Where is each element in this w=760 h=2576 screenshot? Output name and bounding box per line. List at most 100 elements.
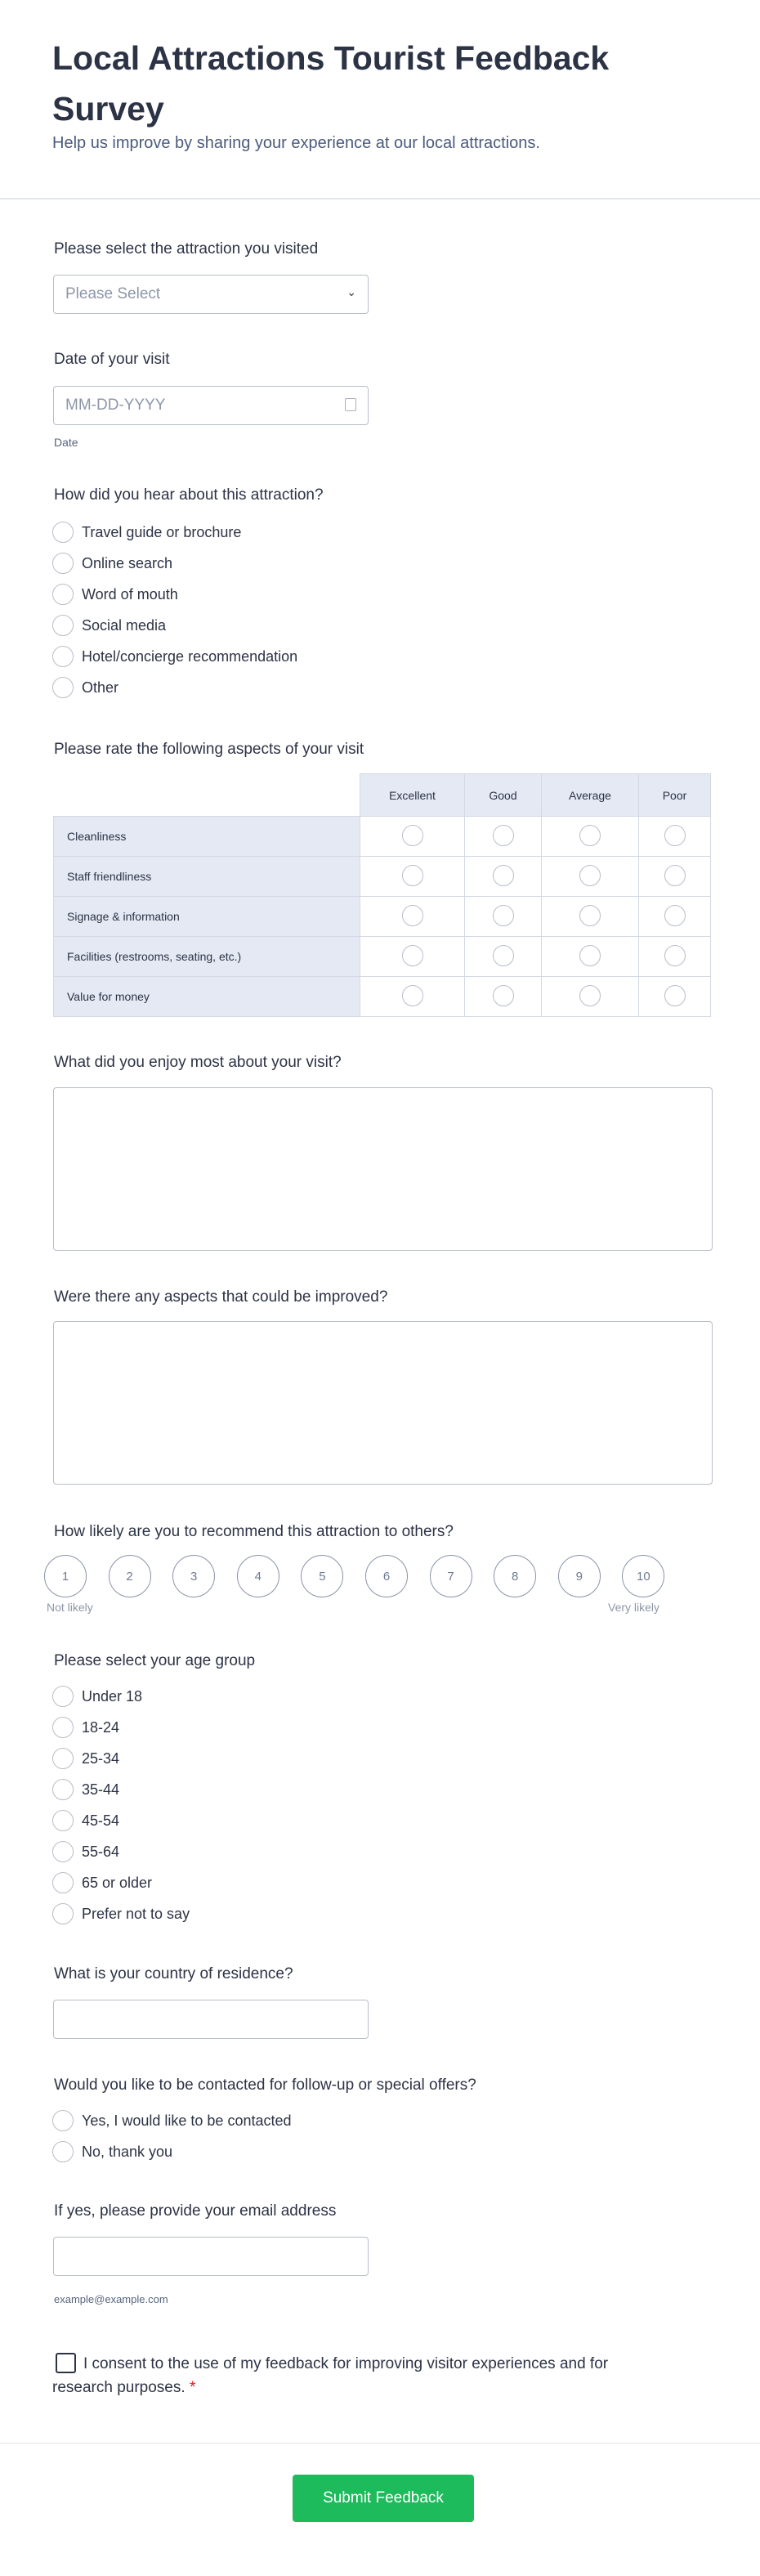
country-input[interactable] — [53, 2000, 369, 2039]
matrix-cell[interactable] — [464, 936, 542, 977]
col-good: Good — [464, 773, 542, 817]
matrix-cell[interactable] — [360, 816, 465, 857]
radio-circle-icon[interactable] — [52, 1686, 74, 1707]
recommend-option-8[interactable]: 8 — [494, 1555, 537, 1597]
matrix-cell[interactable] — [360, 896, 465, 937]
attraction-select[interactable]: Please Select ⌄ — [53, 275, 369, 314]
radio-circle-icon[interactable] — [52, 1717, 74, 1738]
radio-circle-icon[interactable] — [52, 2141, 74, 2162]
radio-circle-icon[interactable] — [664, 984, 686, 1006]
recommend-option-10[interactable]: 10 — [622, 1555, 665, 1597]
radio-circle-icon[interactable] — [52, 615, 74, 636]
age-option[interactable]: 55-64 — [52, 1841, 119, 1862]
matrix-cell[interactable] — [464, 816, 542, 857]
email-input[interactable] — [53, 2237, 369, 2276]
source-label: How did you hear about this attraction? — [54, 486, 324, 504]
recommend-option-3[interactable]: 3 — [172, 1555, 216, 1597]
radio-circle-icon[interactable] — [52, 584, 74, 605]
radio-circle-icon[interactable] — [579, 984, 601, 1006]
radio-circle-icon[interactable] — [52, 646, 74, 667]
submit-button[interactable]: Submit Feedback — [293, 2475, 474, 2522]
radio-circle-icon[interactable] — [52, 1841, 74, 1862]
radio-circle-icon[interactable] — [401, 984, 423, 1006]
date-placeholder: MM-DD-YYYY — [65, 396, 166, 414]
recommend-option-9[interactable]: 9 — [557, 1555, 601, 1597]
radio-circle-icon[interactable] — [492, 824, 514, 846]
option-label: Travel guide or brochure — [82, 523, 242, 540]
matrix-cell[interactable] — [464, 896, 542, 937]
recommend-option-5[interactable]: 5 — [301, 1555, 344, 1597]
radio-circle-icon[interactable] — [579, 944, 601, 966]
source-option[interactable]: Online search — [52, 553, 172, 574]
matrix-cell[interactable] — [541, 936, 639, 977]
contact-option[interactable]: No, thank you — [52, 2141, 172, 2162]
radio-circle-icon[interactable] — [52, 2110, 74, 2131]
matrix-cell[interactable] — [638, 976, 711, 1017]
source-option[interactable]: Hotel/concierge recommendation — [52, 646, 297, 667]
matrix-cell[interactable] — [638, 896, 711, 937]
matrix-cell[interactable] — [638, 856, 711, 897]
radio-circle-icon[interactable] — [492, 904, 514, 926]
radio-circle-icon[interactable] — [492, 984, 514, 1006]
improve-textarea[interactable] — [53, 1321, 713, 1485]
consent-checkbox[interactable] — [56, 2353, 76, 2373]
radio-circle-icon[interactable] — [579, 904, 601, 926]
age-option[interactable]: Prefer not to say — [52, 1903, 190, 1924]
matrix-cell[interactable] — [541, 856, 639, 897]
radio-circle-icon[interactable] — [401, 864, 423, 886]
radio-circle-icon[interactable] — [664, 904, 686, 926]
age-option[interactable]: 65 or older — [52, 1872, 152, 1893]
date-sublabel: Date — [54, 436, 78, 449]
age-option[interactable]: Under 18 — [52, 1686, 142, 1707]
source-option[interactable]: Word of mouth — [52, 584, 178, 605]
matrix-cell[interactable] — [541, 976, 639, 1017]
matrix-cell[interactable] — [360, 976, 465, 1017]
radio-circle-icon[interactable] — [52, 522, 74, 543]
contact-option[interactable]: Yes, I would like to be contacted — [52, 2110, 292, 2131]
radio-circle-icon[interactable] — [52, 1872, 74, 1893]
radio-circle-icon[interactable] — [664, 944, 686, 966]
source-option[interactable]: Social media — [52, 615, 166, 636]
radio-circle-icon[interactable] — [52, 553, 74, 574]
rating-matrix: Excellent Good Average Poor Cleanliness S… — [53, 773, 711, 1017]
age-option[interactable]: 18-24 — [52, 1717, 119, 1738]
recommend-option-2[interactable]: 2 — [108, 1555, 151, 1597]
matrix-cell[interactable] — [638, 816, 711, 857]
radio-circle-icon[interactable] — [52, 1748, 74, 1769]
source-option[interactable]: Travel guide or brochure — [52, 522, 241, 543]
matrix-cell[interactable] — [360, 936, 465, 977]
matrix-cell[interactable] — [541, 816, 639, 857]
radio-circle-icon[interactable] — [664, 824, 686, 846]
enjoy-textarea[interactable] — [53, 1087, 713, 1251]
recommend-option-1[interactable]: 1 — [44, 1555, 87, 1597]
radio-circle-icon[interactable] — [401, 944, 423, 966]
matrix-cell[interactable] — [360, 856, 465, 897]
date-input[interactable]: MM-DD-YYYY — [53, 386, 369, 425]
age-option[interactable]: 45-54 — [52, 1810, 119, 1831]
radio-circle-icon[interactable] — [492, 864, 514, 886]
source-option[interactable]: Other — [52, 677, 118, 698]
radio-circle-icon[interactable] — [52, 1810, 74, 1831]
recommend-option-6[interactable]: 6 — [365, 1555, 408, 1597]
option-label: 35-44 — [82, 1781, 120, 1798]
radio-circle-icon[interactable] — [664, 864, 686, 886]
age-option[interactable]: 35-44 — [52, 1779, 119, 1800]
radio-circle-icon[interactable] — [579, 824, 601, 846]
age-option[interactable]: 25-34 — [52, 1748, 119, 1769]
radio-circle-icon[interactable] — [401, 904, 423, 926]
recommend-option-4[interactable]: 4 — [236, 1555, 279, 1597]
radio-circle-icon[interactable] — [52, 1903, 74, 1924]
required-asterisk: * — [189, 2379, 196, 2396]
matrix-cell[interactable] — [464, 856, 542, 897]
scale-low-label: Not likely — [47, 1601, 93, 1614]
matrix-cell[interactable] — [464, 976, 542, 1017]
calendar-icon[interactable] — [345, 398, 356, 411]
radio-circle-icon[interactable] — [401, 824, 423, 846]
matrix-cell[interactable] — [638, 936, 711, 977]
radio-circle-icon[interactable] — [492, 944, 514, 966]
radio-circle-icon[interactable] — [52, 1779, 74, 1800]
recommend-option-7[interactable]: 7 — [429, 1555, 472, 1597]
radio-circle-icon[interactable] — [579, 864, 601, 886]
radio-circle-icon[interactable] — [52, 677, 74, 698]
matrix-cell[interactable] — [541, 896, 639, 937]
